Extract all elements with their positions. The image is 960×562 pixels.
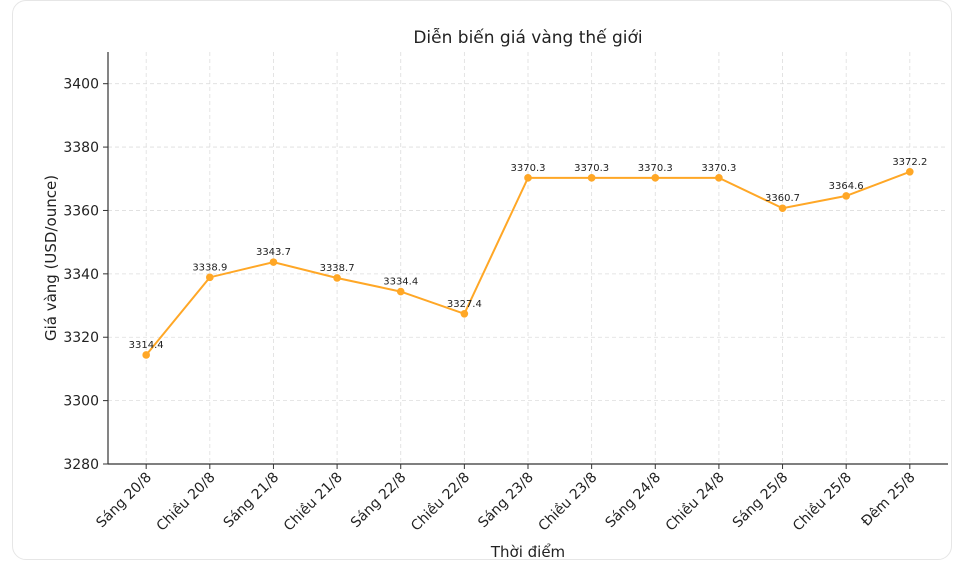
data-label: 3370.3 bbox=[511, 163, 546, 174]
data-point bbox=[587, 174, 596, 182]
y-tick-label: 3320 bbox=[63, 330, 99, 346]
data-point bbox=[142, 351, 150, 359]
x-tick-label: Sáng 20/8 bbox=[93, 470, 155, 532]
y-tick-label: 3280 bbox=[63, 457, 99, 473]
data-label: 3372.2 bbox=[892, 157, 927, 168]
data-label: 3360.7 bbox=[765, 193, 800, 204]
x-tick-label: Chiều 22/8 bbox=[407, 469, 473, 535]
data-point bbox=[778, 204, 787, 213]
grid bbox=[108, 52, 948, 465]
x-tick-label: Chiều 25/8 bbox=[789, 469, 855, 535]
data-label: 3370.3 bbox=[701, 163, 736, 174]
x-tick-label: Sáng 25/8 bbox=[730, 470, 792, 532]
x-tick-label: Sáng 23/8 bbox=[475, 470, 537, 532]
data-point bbox=[206, 273, 214, 282]
y-tick-label: 3400 bbox=[63, 77, 99, 93]
data-point bbox=[333, 274, 341, 282]
x-tick-label: Chiều 23/8 bbox=[535, 469, 601, 535]
data-point bbox=[906, 167, 914, 176]
data-point bbox=[651, 174, 660, 182]
y-tick-label: 3360 bbox=[63, 203, 99, 219]
data-point bbox=[524, 174, 532, 182]
x-tick-label: Chiều 20/8 bbox=[153, 469, 219, 535]
data-label: 3338.9 bbox=[192, 262, 227, 273]
data-point bbox=[460, 309, 469, 318]
x-tick-label: Đêm 25/8 bbox=[859, 470, 919, 530]
chart-card bbox=[12, 0, 952, 560]
x-axis-label: Thời điểm bbox=[490, 543, 565, 561]
x-tick-label: Sáng 22/8 bbox=[348, 470, 410, 532]
data-label: 3334.4 bbox=[383, 277, 418, 288]
data-label: 3364.6 bbox=[829, 181, 864, 192]
data-point bbox=[842, 192, 850, 200]
data-label: 3370.3 bbox=[638, 163, 673, 174]
data-label: 3343.7 bbox=[256, 247, 291, 258]
data-label: 3314.4 bbox=[129, 340, 164, 351]
data-point bbox=[396, 287, 405, 296]
data-point bbox=[269, 258, 278, 266]
y-tick-label: 3380 bbox=[63, 140, 99, 156]
data-point bbox=[715, 174, 723, 182]
chart-title: Diễn biến giá vàng thế giới bbox=[413, 27, 642, 48]
data-label: 3327.4 bbox=[447, 299, 482, 310]
x-tick-label: Sáng 24/8 bbox=[602, 470, 664, 532]
x-tick-label: Chiều 24/8 bbox=[662, 469, 728, 535]
y-axis-label: Giá vàng (USD/ounce) bbox=[42, 175, 60, 341]
series: 3314.4 3338.9 3343.7 3338.7 3334.4 3327.4 3370… bbox=[129, 157, 927, 359]
data-label: 3370.3 bbox=[574, 163, 609, 174]
data-label: 3338.7 bbox=[320, 263, 355, 274]
x-tick-label: Chiều 21/8 bbox=[280, 469, 346, 535]
y-tick-label: 3300 bbox=[63, 394, 99, 410]
y-tick-label: 3340 bbox=[63, 267, 99, 283]
x-tick-label: Sáng 21/8 bbox=[221, 470, 283, 532]
